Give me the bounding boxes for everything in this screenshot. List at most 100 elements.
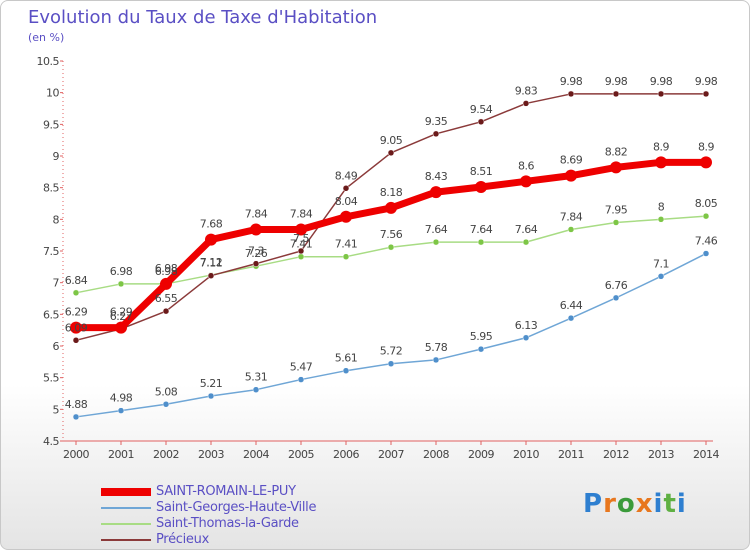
data-point xyxy=(432,356,440,364)
x-tick-label: 2007 xyxy=(378,448,404,461)
legend-label: Saint-Thomas-la-Garde xyxy=(156,516,299,531)
data-point xyxy=(567,314,575,322)
x-tick-label: 2003 xyxy=(198,448,224,461)
data-point xyxy=(612,90,620,98)
data-point xyxy=(295,223,307,236)
y-tick-label: 8.5 xyxy=(43,182,59,195)
data-point xyxy=(657,273,665,280)
data-label: 8.18 xyxy=(380,186,403,199)
x-tick-label: 2005 xyxy=(288,448,314,461)
data-point xyxy=(522,238,530,246)
x-tick-label: 2014 xyxy=(693,448,719,461)
data-label: 8.82 xyxy=(605,145,628,158)
data-point xyxy=(250,223,262,236)
data-point xyxy=(117,280,125,288)
data-point xyxy=(385,201,397,214)
data-label: 4.88 xyxy=(65,398,88,411)
data-point xyxy=(477,345,485,353)
data-point xyxy=(342,185,350,192)
data-label: 5.72 xyxy=(380,345,403,358)
data-point xyxy=(115,321,127,334)
data-label: 6.13 xyxy=(515,319,538,332)
data-label: 7.1 xyxy=(653,257,669,270)
logo-letter: i xyxy=(676,489,687,519)
y-tick-label: 6 xyxy=(53,340,60,353)
data-label: 9.98 xyxy=(650,75,673,88)
data-label: 6.09 xyxy=(65,321,88,334)
data-point xyxy=(432,238,440,246)
data-label: 6.98 xyxy=(110,265,133,278)
data-label: 5.78 xyxy=(425,341,448,354)
data-point xyxy=(522,334,530,342)
data-label: 7.12 xyxy=(200,256,223,269)
data-label: 5.21 xyxy=(200,377,223,390)
data-point xyxy=(252,386,260,393)
legend-label: Précieux xyxy=(156,532,209,547)
x-tick-label: 2009 xyxy=(468,448,494,461)
data-point xyxy=(72,289,80,297)
chart-subtitle: (en %) xyxy=(28,31,65,44)
y-tick-label: 5.5 xyxy=(43,372,59,385)
legend-swatch xyxy=(101,488,151,496)
data-label: 9.98 xyxy=(605,75,628,88)
data-label: 7.11 xyxy=(200,257,223,270)
y-tick-label: 6.5 xyxy=(43,308,59,321)
data-label: 7.95 xyxy=(605,204,628,217)
data-point xyxy=(162,307,170,315)
data-label: 6.76 xyxy=(605,279,628,292)
data-label: 6.27 xyxy=(110,310,133,323)
data-point xyxy=(297,253,305,260)
legend-swatch xyxy=(101,507,151,509)
data-label: 8.43 xyxy=(425,170,448,183)
data-label: 7.84 xyxy=(290,207,313,220)
data-point xyxy=(297,247,305,255)
data-label: 8.04 xyxy=(335,195,358,208)
data-point xyxy=(205,233,217,246)
x-tick-label: 2000 xyxy=(63,448,89,461)
data-label: 8 xyxy=(658,200,665,213)
data-point xyxy=(72,337,80,344)
logo-letter: t xyxy=(663,489,677,519)
data-label: 7.68 xyxy=(200,218,223,231)
data-label: 5.95 xyxy=(470,330,493,343)
data-point xyxy=(432,130,440,138)
data-label: 6.44 xyxy=(560,299,583,312)
data-point xyxy=(520,175,532,188)
data-label: 9.35 xyxy=(425,115,448,128)
data-point xyxy=(702,90,710,98)
data-label: 7.64 xyxy=(425,223,448,236)
data-label: 4.98 xyxy=(110,392,133,405)
data-point xyxy=(342,367,350,374)
y-tick-label: 9.5 xyxy=(43,118,59,131)
data-label: 8.9 xyxy=(698,140,714,153)
data-label: 5.08 xyxy=(155,385,178,398)
data-label: 9.54 xyxy=(470,103,493,116)
data-point xyxy=(475,181,487,194)
y-tick-label: 8 xyxy=(53,213,60,226)
data-label: 8.69 xyxy=(560,154,583,167)
data-label: 7.56 xyxy=(380,228,403,241)
data-point xyxy=(117,407,125,414)
data-label: 7.64 xyxy=(470,223,493,236)
x-tick-label: 2002 xyxy=(153,448,179,461)
data-point xyxy=(207,272,215,279)
data-point xyxy=(387,360,395,367)
data-label: 7.26 xyxy=(245,247,268,260)
data-label: 6.84 xyxy=(65,274,88,287)
data-label: 5.61 xyxy=(335,352,358,365)
y-tick-label: 4.5 xyxy=(43,435,59,448)
data-label: 7.41 xyxy=(290,238,313,251)
data-point xyxy=(297,376,305,383)
data-point xyxy=(655,156,667,169)
data-label: 9.05 xyxy=(380,134,403,147)
y-tick-label: 7 xyxy=(53,277,60,290)
x-tick-label: 2010 xyxy=(513,448,539,461)
data-point xyxy=(612,219,620,226)
data-label: 7.64 xyxy=(515,223,538,236)
logo-letter: o xyxy=(616,489,636,519)
x-tick-label: 2001 xyxy=(108,448,134,461)
data-point xyxy=(342,253,350,260)
data-label: 9.98 xyxy=(695,75,718,88)
data-point xyxy=(207,392,215,400)
data-point xyxy=(610,161,622,174)
